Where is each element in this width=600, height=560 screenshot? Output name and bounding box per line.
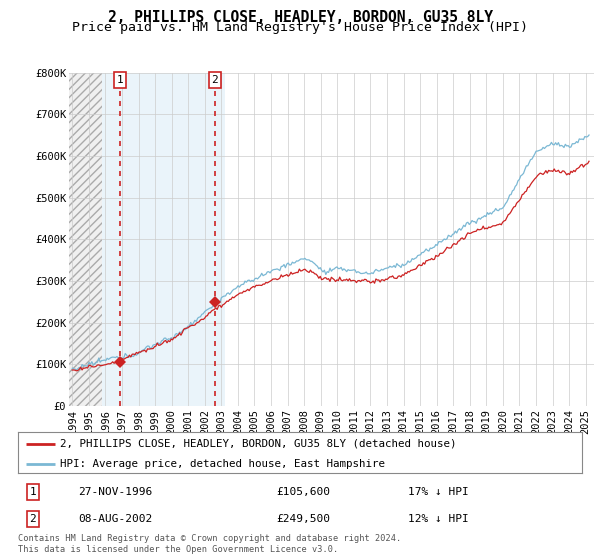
Text: Price paid vs. HM Land Registry's House Price Index (HPI): Price paid vs. HM Land Registry's House … bbox=[72, 21, 528, 34]
Bar bbox=[102, 73, 224, 406]
Text: HPI: Average price, detached house, East Hampshire: HPI: Average price, detached house, East… bbox=[60, 459, 385, 469]
Text: 27-NOV-1996: 27-NOV-1996 bbox=[78, 487, 152, 497]
Text: 2: 2 bbox=[211, 75, 218, 85]
Text: 17% ↓ HPI: 17% ↓ HPI bbox=[408, 487, 469, 497]
Text: 1: 1 bbox=[29, 487, 37, 497]
Text: 12% ↓ HPI: 12% ↓ HPI bbox=[408, 514, 469, 524]
Text: 2: 2 bbox=[29, 514, 37, 524]
Text: £105,600: £105,600 bbox=[276, 487, 330, 497]
Text: 2, PHILLIPS CLOSE, HEADLEY, BORDON, GU35 8LY (detached house): 2, PHILLIPS CLOSE, HEADLEY, BORDON, GU35… bbox=[60, 439, 457, 449]
Text: 1: 1 bbox=[117, 75, 124, 85]
Text: 08-AUG-2002: 08-AUG-2002 bbox=[78, 514, 152, 524]
Text: £249,500: £249,500 bbox=[276, 514, 330, 524]
Text: 2, PHILLIPS CLOSE, HEADLEY, BORDON, GU35 8LY: 2, PHILLIPS CLOSE, HEADLEY, BORDON, GU35… bbox=[107, 10, 493, 25]
Text: Contains HM Land Registry data © Crown copyright and database right 2024.
This d: Contains HM Land Registry data © Crown c… bbox=[18, 534, 401, 554]
